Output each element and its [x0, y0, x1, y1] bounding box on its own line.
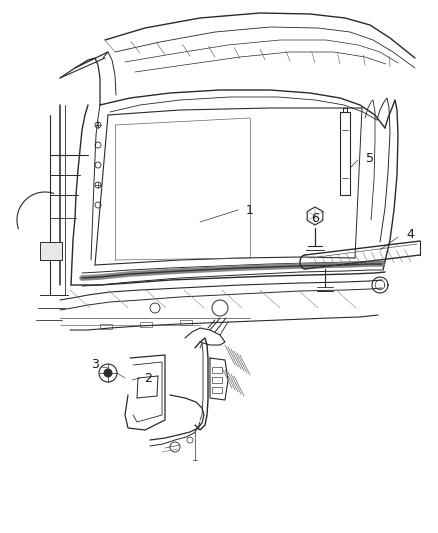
Circle shape — [104, 369, 112, 377]
Bar — [212, 367, 222, 373]
Text: 3: 3 — [91, 359, 99, 372]
Bar — [140, 322, 152, 327]
Bar — [100, 324, 112, 329]
Text: 5: 5 — [366, 151, 374, 165]
Text: 4: 4 — [406, 229, 414, 241]
Bar — [212, 387, 222, 393]
Bar — [40, 242, 62, 260]
Text: 6: 6 — [311, 212, 319, 224]
Bar — [212, 377, 222, 383]
Bar — [180, 320, 192, 325]
Text: 2: 2 — [144, 372, 152, 384]
Text: 1: 1 — [246, 204, 254, 216]
